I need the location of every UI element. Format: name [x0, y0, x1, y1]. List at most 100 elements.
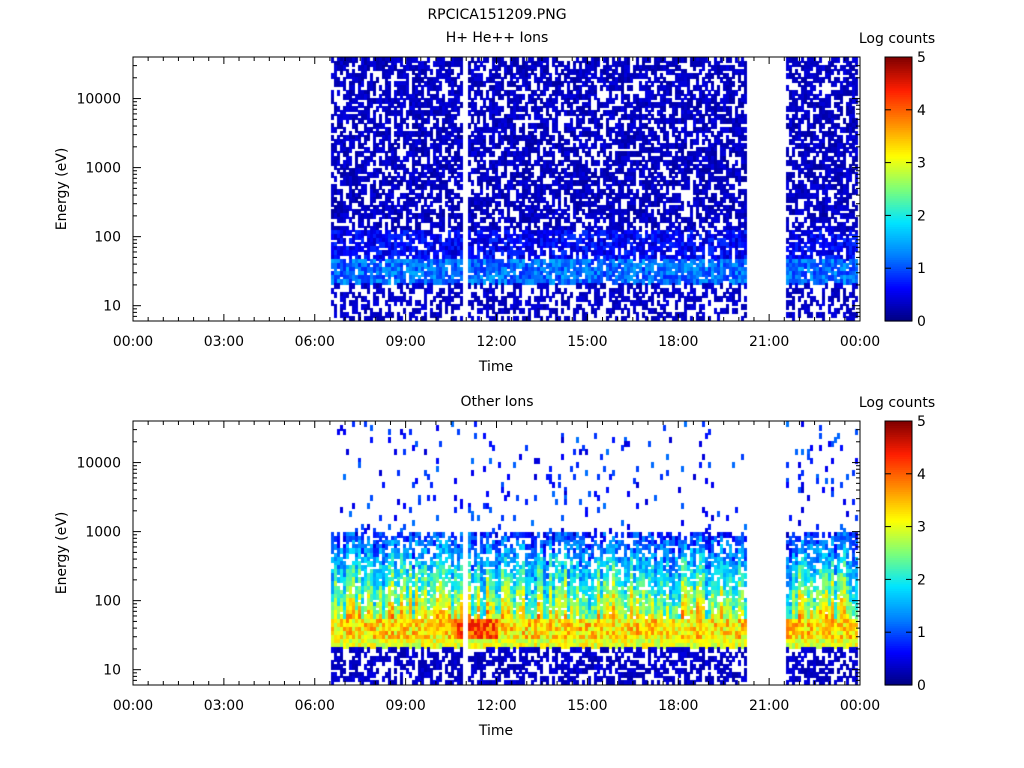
- colorbar-step: [885, 502, 912, 506]
- colorbar-step: [885, 654, 912, 657]
- colorbar-tick-label: 3: [917, 156, 926, 172]
- colorbar-step: [885, 456, 912, 459]
- colorbar-step: [885, 517, 912, 521]
- colorbar-step: [885, 233, 912, 236]
- colorbar-step: [885, 112, 912, 115]
- colorbar-step: [885, 581, 912, 585]
- spectrogram-canvas: [133, 57, 860, 321]
- colorbar-step: [885, 138, 912, 142]
- y-tick-label: 100: [94, 594, 121, 610]
- colorbar-step: [885, 577, 912, 580]
- colorbar-step: [885, 627, 912, 631]
- colorbar-step: [885, 465, 912, 468]
- colorbar-step: [885, 632, 912, 635]
- colorbar-step: [885, 305, 912, 309]
- colorbar-step: [885, 248, 912, 252]
- colorbar-step: [885, 524, 912, 528]
- colorbar-step: [885, 173, 912, 177]
- x-tick-label: 12:00: [476, 698, 516, 714]
- colorbar-step: [885, 506, 912, 510]
- colorbar-step: [885, 68, 912, 71]
- colorbar-step: [885, 151, 912, 155]
- colorbar-step: [885, 147, 912, 150]
- colorbar-step: [885, 263, 912, 267]
- colorbar-step: [885, 153, 912, 157]
- colorbar-step: [885, 279, 912, 282]
- colorbar-step: [885, 266, 912, 269]
- colorbar-step: [885, 553, 912, 556]
- colorbar-step: [885, 109, 912, 113]
- panel-title: Other Ions: [460, 394, 533, 410]
- colorbar-step: [885, 656, 912, 660]
- colorbar-step: [885, 625, 912, 629]
- colorbar-step: [885, 680, 912, 684]
- colorbar-step: [885, 171, 912, 175]
- colorbar-step: [885, 438, 912, 442]
- colorbar-step: [885, 211, 912, 214]
- x-axis-label: Time: [478, 359, 513, 375]
- colorbar-step: [885, 107, 912, 111]
- colorbar-step: [885, 160, 912, 164]
- x-tick-label: 18:00: [658, 334, 698, 350]
- colorbar-step: [885, 175, 912, 179]
- colorbar-step: [885, 288, 912, 291]
- colorbar-step: [885, 669, 912, 673]
- colorbar-step: [885, 621, 912, 624]
- colorbar-tick-label: 1: [917, 261, 926, 277]
- colorbar-step: [885, 252, 912, 256]
- colorbar: 0 1 2 3 4 5: [884, 50, 926, 330]
- colorbar-step: [885, 612, 912, 616]
- colorbar-step: [885, 296, 912, 300]
- colorbar-step: [885, 250, 912, 254]
- colorbar-step: [885, 182, 912, 186]
- y-axis-label: Energy (eV): [54, 512, 70, 595]
- colorbar-step: [885, 169, 912, 172]
- colorbar-step: [885, 476, 912, 479]
- colorbar-tick-label: 3: [917, 520, 926, 536]
- colorbar-step: [885, 213, 912, 216]
- colorbar-step: [885, 471, 912, 475]
- colorbar-step: [885, 158, 912, 161]
- colorbar-step: [885, 434, 912, 437]
- colorbar-step: [885, 487, 912, 490]
- colorbar-tick-label: 0: [917, 678, 926, 694]
- colorbar-step: [885, 601, 912, 605]
- colorbar-step: [885, 647, 912, 651]
- colorbar-step: [885, 610, 912, 613]
- colorbar-step: [885, 544, 912, 547]
- colorbar-step: [885, 619, 912, 622]
- colorbar-step: [885, 228, 912, 232]
- colorbar-step: [885, 184, 912, 188]
- colorbar-step: [885, 202, 912, 205]
- colorbar-step: [885, 94, 912, 98]
- colorbar-step: [885, 484, 912, 488]
- panel-other-ions: Other Ions 00:00 03:00 06:00 09:00 12:00 15:0…: [54, 394, 935, 739]
- colorbar-step: [885, 462, 912, 466]
- colorbar-step: [885, 636, 912, 640]
- colorbar-step: [885, 294, 912, 298]
- y-tick-label: 10000: [76, 456, 121, 472]
- colorbar-step: [885, 425, 912, 429]
- colorbar-step: [885, 61, 912, 65]
- colorbar-step: [885, 495, 912, 499]
- colorbar-step: [885, 74, 912, 78]
- colorbar-step: [885, 671, 912, 675]
- colorbar-step: [885, 125, 912, 128]
- colorbar-frame: [884, 420, 913, 686]
- spectrogram-canvas: [133, 421, 860, 685]
- colorbar-step: [885, 290, 912, 293]
- colorbar-step: [885, 522, 912, 525]
- colorbar-step: [885, 303, 912, 307]
- x-tick-label: 00:00: [113, 334, 153, 350]
- colorbar-step: [885, 180, 912, 183]
- colorbar-step: [885, 427, 912, 431]
- colorbar-step: [885, 603, 912, 607]
- colorbar-step: [885, 566, 912, 569]
- colorbar-step: [885, 63, 912, 67]
- colorbar-step: [885, 129, 912, 133]
- colorbar-step: [885, 583, 912, 587]
- colorbar-step: [885, 667, 912, 671]
- colorbar-step: [885, 87, 912, 91]
- colorbar-label: Log counts: [859, 31, 935, 47]
- panel-h-he-ions: H+ He++ Ions 00:00 03:00 06:00 09:00 12:00 15…: [54, 30, 935, 375]
